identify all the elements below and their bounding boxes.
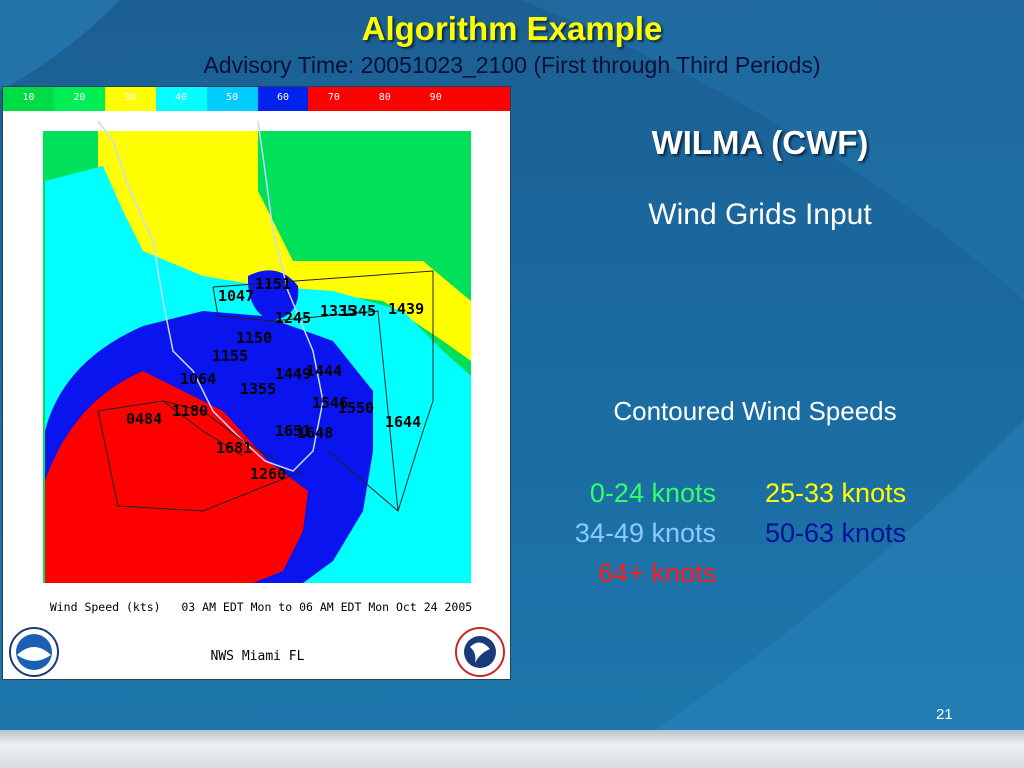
scale-tick-label: 70: [327, 92, 340, 103]
zone-label: 1648: [297, 424, 333, 442]
legend-item-34-49: 34-49 knots: [574, 518, 716, 548]
zone-label: 1439: [388, 300, 424, 318]
scale-segment: [461, 87, 510, 111]
zone-label: 1644: [385, 413, 421, 431]
scale-tick-label: 80: [378, 92, 391, 103]
legend-item-64-plus: 64+ knots: [598, 558, 716, 588]
zone-label: 0484: [126, 410, 162, 428]
scale-tick-label: 20: [73, 92, 86, 103]
scale-tick-label: 90: [429, 92, 442, 103]
scale-segment: 20: [53, 87, 105, 111]
wind-map-panel: 10 20 30 40 50 60 70 80 90 1151 1047 1245 1335 1345 1…: [2, 86, 511, 680]
legend-item-0-24: 0-24 knots: [589, 478, 716, 508]
scale-segment: 30: [104, 87, 156, 111]
coastline: [97, 120, 324, 472]
page-number: 21: [936, 706, 953, 723]
zone-label: 1151: [255, 275, 291, 293]
zone-label: 1444: [306, 362, 342, 380]
scale-tick-label: 60: [276, 92, 289, 103]
scale-tick-label: 10: [22, 92, 35, 103]
slide-subtitle: Advisory Time: 20051023_2100 (First thro…: [203, 52, 821, 78]
zone-label: 1546: [312, 394, 348, 412]
scale-segment: 80: [359, 87, 411, 111]
zone-label: 1651: [275, 422, 311, 440]
legend-item-50-63: 50-63 knots: [765, 518, 907, 548]
zone-label: 1449: [275, 365, 311, 383]
zone-label: 1355: [240, 380, 276, 398]
storm-title: WILMA (CWF): [651, 124, 869, 161]
scale-segment: 90: [410, 87, 462, 111]
office-label: NWS Miami FL: [210, 649, 305, 664]
zone-label: 1260: [250, 465, 286, 483]
forecast-zone-boundaries: [97, 270, 434, 512]
scale-tick-label: 30: [124, 92, 137, 103]
scale-segment: 70: [308, 87, 360, 111]
zone-label: 1550: [338, 399, 374, 417]
scale-segment: 10: [3, 87, 54, 111]
zone-label: 1155: [212, 347, 248, 365]
scale-tick-label: 40: [175, 92, 188, 103]
yellow-zone: [98, 131, 471, 361]
scale-segment: 40: [155, 87, 207, 111]
zone-label: 1245: [275, 309, 311, 327]
red-zone: [45, 371, 308, 583]
noaa-logo: [9, 627, 59, 677]
legend-title: Contoured Wind Speeds: [613, 396, 897, 426]
scale-tick-label: 50: [226, 92, 239, 103]
zone-label: 1064: [180, 370, 216, 388]
slide-title: Algorithm Example: [361, 10, 663, 47]
wind-speed-color-scale: 10 20 30 40 50 60 70 80 90: [3, 87, 510, 111]
zone-label: 1345: [340, 302, 376, 320]
scale-segment: 50: [206, 87, 258, 111]
nws-logo: [455, 627, 505, 677]
zone-label: 1180: [172, 402, 208, 420]
zone-label: 1335: [320, 302, 356, 320]
zone-label: 1150: [236, 329, 272, 347]
footer-bar: [0, 730, 1024, 768]
zone-label: 1047: [218, 287, 254, 305]
legend-item-25-33: 25-33 knots: [765, 478, 907, 508]
storm-subtitle: Wind Grids Input: [648, 198, 872, 231]
map-caption: Wind Speed (kts) 03 AM EDT Mon to 06 AM …: [49, 600, 473, 614]
zone-label: 1681: [216, 439, 252, 457]
scale-segment: 60: [257, 87, 309, 111]
